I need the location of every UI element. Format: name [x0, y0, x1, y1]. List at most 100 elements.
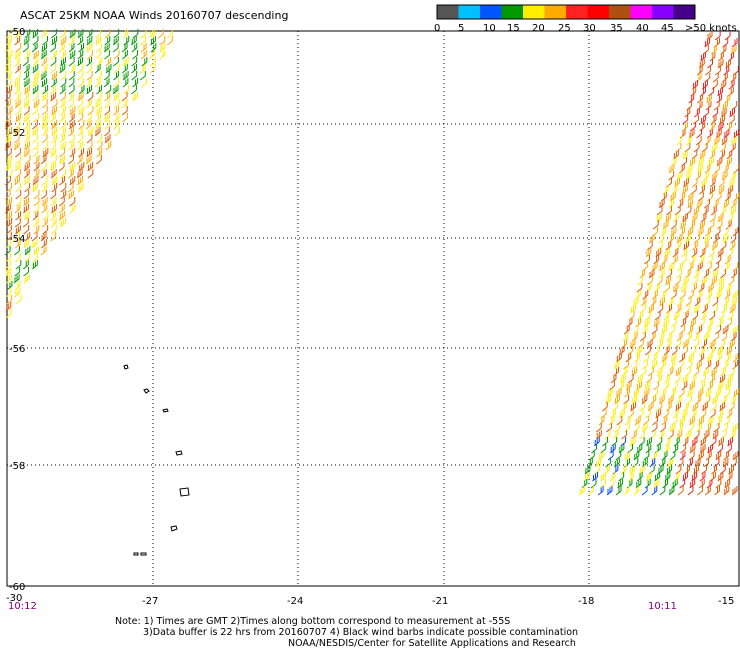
wind-barb: [667, 395, 674, 405]
wind-barb: [660, 290, 667, 300]
wind-barb: [720, 108, 727, 118]
wind-barb: [14, 267, 21, 277]
wind-barb: [660, 388, 667, 398]
wind-barb: [40, 71, 47, 81]
wind-barb: [700, 52, 706, 62]
wind-barb: [672, 213, 679, 223]
wind-barb: [643, 451, 650, 461]
wind-barb: [693, 430, 700, 440]
wind-barb: [711, 241, 718, 251]
wind-barb: [51, 71, 58, 81]
wind-barb: [50, 50, 57, 60]
wind-barb: [59, 29, 66, 39]
wind-barb: [77, 57, 83, 67]
wind-barb: [698, 479, 705, 489]
wind-barb: [51, 204, 57, 214]
wind-barb: [149, 50, 155, 60]
wind-barb: [644, 381, 651, 391]
wind-barb: [15, 197, 22, 207]
wind-barb: [15, 190, 22, 200]
wind-barb: [592, 472, 598, 482]
wind-barb: [704, 38, 711, 48]
wind-barb: [40, 162, 47, 172]
wind-barb: [728, 367, 735, 377]
wind-barb: [31, 106, 38, 116]
wind-barb: [103, 71, 110, 81]
wind-barb: [14, 64, 21, 74]
wind-barb: [32, 148, 39, 158]
wind-barb: [629, 465, 635, 475]
wind-barb: [24, 232, 31, 242]
wind-barb: [6, 183, 12, 193]
wind-barb: [724, 255, 731, 265]
wind-barb: [42, 85, 49, 95]
grid: [7, 31, 739, 586]
wind-barb: [704, 234, 711, 244]
wind-barb: [718, 178, 725, 188]
legend-label: 0: [434, 23, 440, 32]
wind-barb: [159, 50, 166, 60]
wind-barb: [13, 127, 20, 137]
wind-barb: [104, 92, 111, 102]
wind-barb: [721, 171, 728, 181]
legend-label: 25: [558, 23, 571, 32]
wind-barb: [51, 120, 58, 130]
wind-barb: [23, 225, 30, 235]
wind-barb: [104, 120, 111, 130]
wind-barb: [610, 409, 617, 419]
wind-barb: [715, 479, 722, 489]
wind-barb: [41, 190, 47, 200]
wind-barb: [726, 374, 733, 384]
wind-barb: [40, 29, 47, 39]
wind-barb: [14, 246, 20, 256]
wind-barb: [620, 437, 627, 447]
wind-barb: [33, 204, 39, 214]
wind-barb: [14, 50, 21, 60]
wind-barb: [104, 36, 111, 46]
wind-barb: [693, 269, 700, 279]
wind-barb: [24, 85, 30, 95]
wind-barb: [6, 281, 13, 291]
wind-barb: [709, 213, 716, 223]
wind-barb: [666, 465, 673, 475]
wind-barb: [51, 134, 57, 144]
lat-label: -52: [9, 128, 25, 139]
wind-barb: [711, 80, 718, 90]
wind-barb: [50, 113, 56, 123]
wind-barb: [647, 367, 654, 377]
wind-barb: [640, 297, 647, 307]
wind-barb: [621, 430, 628, 440]
legend-label: 10: [483, 23, 496, 32]
wind-barb: [706, 353, 713, 363]
wind-barb: [23, 99, 30, 109]
wind-barb: [42, 148, 49, 158]
wind-barb: [5, 225, 12, 235]
wind-barb: [645, 311, 652, 321]
wind-barb: [122, 57, 129, 67]
wind-barb: [5, 78, 12, 88]
legend-swatch: [673, 5, 695, 19]
wind-barb: [122, 71, 129, 81]
wind-barb: [14, 232, 20, 242]
wind-barb: [24, 246, 31, 256]
legend-swatch: [630, 5, 652, 19]
wind-barb: [679, 129, 686, 139]
wind-barb: [58, 162, 65, 172]
wind-barb: [104, 127, 110, 137]
wind-barb: [15, 211, 22, 221]
legend-swatch: [587, 5, 609, 19]
wind-barb: [723, 486, 730, 496]
time-left: 10:12: [8, 601, 37, 612]
wind-barb: [621, 367, 628, 377]
wind-barb: [113, 71, 120, 81]
wind-barb: [6, 155, 13, 165]
wind-barb: [686, 360, 693, 370]
island-outlines: [123, 364, 190, 556]
wind-barb: [680, 283, 687, 293]
wind-barb: [41, 99, 48, 109]
wind-barb: [672, 283, 679, 293]
wind-barb: [96, 134, 102, 144]
wind-barb: [14, 78, 21, 88]
wind-barb: [692, 276, 698, 286]
wind-barb: [643, 416, 649, 426]
